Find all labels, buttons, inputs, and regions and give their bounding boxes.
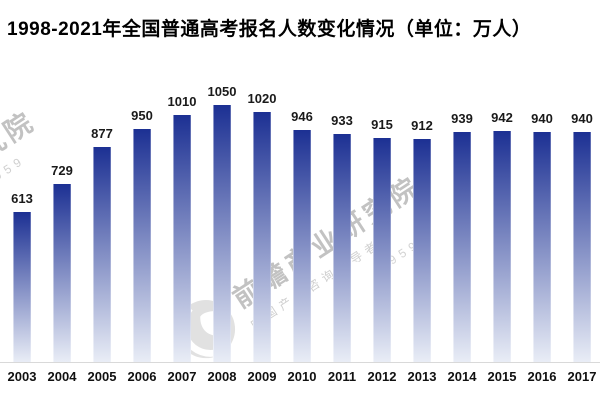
bar-value-label: 940 — [571, 111, 593, 126]
bar — [453, 132, 471, 362]
bar — [173, 115, 191, 362]
bar-value-label: 1010 — [167, 94, 197, 109]
bar — [333, 134, 351, 362]
x-axis-tick-label: 2008 — [207, 369, 237, 384]
bar-value-label: 933 — [331, 113, 353, 128]
bar-value-label: 877 — [91, 126, 113, 141]
x-axis-tick-label: 2007 — [167, 369, 197, 384]
x-axis-tick-label: 2011 — [327, 369, 357, 384]
x-axis-tick-label: 2005 — [87, 369, 117, 384]
x-axis-tick-label: 2014 — [447, 369, 477, 384]
bar — [493, 131, 511, 362]
bar-value-label: 912 — [411, 118, 433, 133]
bar — [573, 132, 591, 362]
bar — [373, 138, 391, 362]
x-axis-tick-label: 2013 — [407, 369, 437, 384]
bar — [413, 139, 431, 362]
bar-value-label: 613 — [11, 191, 33, 206]
bar-value-label: 950 — [131, 108, 153, 123]
bar — [133, 129, 151, 362]
chart-title: 1998-2021年全国普通高考报名人数变化情况（单位：万人） — [7, 19, 532, 40]
x-axis-tick-label: 2015 — [487, 369, 517, 384]
bar-value-label: 940 — [531, 111, 553, 126]
x-axis-tick-label: 2006 — [127, 369, 157, 384]
bar-value-label: 939 — [451, 111, 473, 126]
bar — [13, 212, 31, 362]
bar-value-label: 729 — [51, 163, 73, 178]
x-axis-tick-label: 2009 — [247, 369, 277, 384]
x-axis-tick-label: 2012 — [367, 369, 397, 384]
x-axis-tick-label: 2017 — [567, 369, 597, 384]
bar — [533, 132, 551, 362]
bar — [293, 130, 311, 362]
bar — [253, 112, 271, 362]
x-axis-tick-label: 2010 — [287, 369, 317, 384]
bar — [213, 105, 231, 362]
x-axis-line — [0, 362, 600, 363]
x-axis-tick-label: 2004 — [47, 369, 77, 384]
bar-value-label: 942 — [491, 110, 513, 125]
bar-value-label: 946 — [291, 109, 313, 124]
x-axis-tick-label: 2003 — [7, 369, 37, 384]
bar-value-label: 915 — [371, 117, 393, 132]
bar-value-label: 1050 — [207, 84, 237, 99]
bar — [53, 184, 71, 362]
bar — [93, 147, 111, 362]
x-axis-tick-label: 2016 — [527, 369, 557, 384]
bar-value-label: 1020 — [247, 91, 277, 106]
